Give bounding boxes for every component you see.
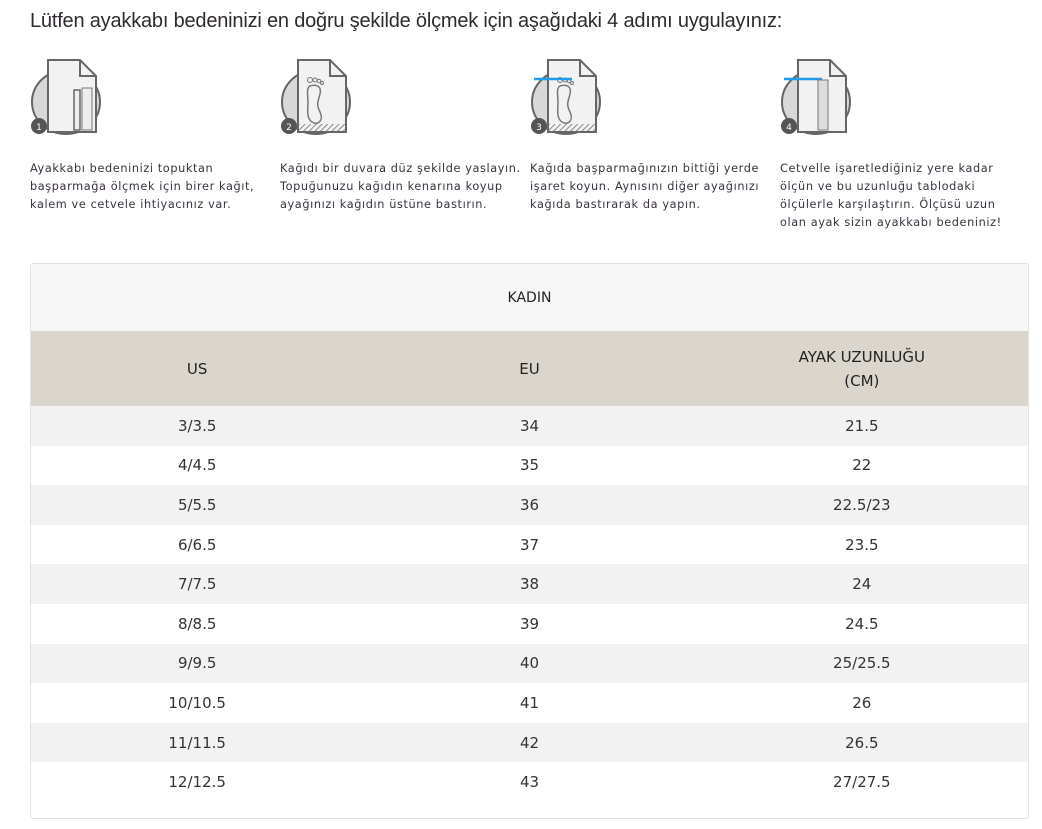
table-row: 8/8.5 39 24.5 [31,604,1028,644]
column-header-foot-length: AYAK UZUNLUĞU (CM) [798,347,925,390]
table-title: KADIN [31,264,1028,331]
cell-us: 5/5.5 [177,495,217,514]
cell-cm: 25/25.5 [833,654,891,673]
table-row: 10/10.5 41 26 [31,683,1028,723]
svg-text:1: 1 [36,123,42,133]
table-row: 3/3.5 34 21.5 [31,406,1028,446]
table-row: 4/4.5 35 22 [31,446,1028,486]
cell-us: 9/9.5 [177,654,217,673]
table-row: 11/11.5 42 26.5 [31,722,1028,763]
size-table: KADIN US EU AYAK UZUNLUĞU (CM) 3/3.5 34 21… [30,263,1029,819]
step-text: Cetvelle işaretlediğiniz yere kadar ölçü… [780,162,1002,229]
paper-footprint-wall-icon: 2 [281,59,351,135]
cell-cm: 26.5 [845,733,879,752]
cell-cm: 22.5/23 [833,495,891,514]
step-2: 2 Kağıdı bir duvara düz şekilde yaslayın.… [280,58,525,214]
cell-eu: 34 [519,416,540,435]
table-row: 12/12.5 43 27/27.5 [31,762,1028,802]
cell-eu: 36 [519,495,540,514]
cell-us: 4/4.5 [177,456,217,475]
cell-cm: 23.5 [845,535,879,554]
table-row: 7/7.5 38 24 [31,564,1028,604]
table-header: US EU AYAK UZUNLUĞU (CM) [31,331,1028,406]
cell-us: 6/6.5 [177,535,217,554]
cell-eu: 43 [519,773,540,792]
cell-us: 3/3.5 [177,416,217,435]
cell-eu: 42 [519,733,540,752]
table-row: 5/5.5 36 22.5/23 [31,485,1028,525]
svg-text:4: 4 [786,123,792,133]
column-header-eu: EU [519,359,540,378]
step-4: 4 Cetvelle işaretlediğiniz yere kadar ölç… [780,58,1025,232]
table-row: 6/6.5 37 23.5 [31,525,1028,565]
paper-footprint-mark-icon: 3 [531,59,601,135]
cell-cm: 21.5 [845,416,879,435]
cell-us: 7/7.5 [177,575,217,594]
step-text: Ayakkabı bedeninizi topuktan başparmağa … [30,162,255,211]
step-text: Kağıda başparmağınızın bittiği yerde işa… [530,162,760,211]
paper-ruler-measure-icon: 4 [781,59,851,135]
cell-cm: 22 [852,456,872,475]
svg-text:3: 3 [536,123,542,133]
cell-us: 8/8.5 [177,614,217,633]
cell-cm: 27/27.5 [833,773,891,792]
cell-cm: 24.5 [845,614,879,633]
cell-us: 10/10.5 [168,693,226,712]
table-row: 9/9.5 40 25/25.5 [31,643,1028,684]
cell-us: 11/11.5 [168,733,226,752]
step-1: 1 Ayakkabı bedeninizi topuktan başparmağa… [30,58,275,214]
cell-cm: 26 [852,693,872,712]
paper-pencil-ruler-icon: 1 [31,59,101,135]
cell-eu: 40 [519,654,540,673]
cell-us: 12/12.5 [168,773,226,792]
step-3: 3 Kağıda başparmağınızın bittiği yerde iş… [530,58,775,214]
step-text: Kağıdı bir duvara düz şekilde yaslayın. … [280,162,521,211]
cell-eu: 38 [519,575,540,594]
cell-eu: 37 [519,535,540,554]
page-title: Lütfen ayakkabı bedeninizi en doğru şeki… [30,10,783,32]
cell-eu: 41 [519,693,540,712]
cell-cm: 24 [852,575,872,594]
column-header-us: US [186,359,208,378]
cell-eu: 39 [519,614,540,633]
svg-text:2: 2 [286,123,292,133]
cell-eu: 35 [519,456,540,475]
